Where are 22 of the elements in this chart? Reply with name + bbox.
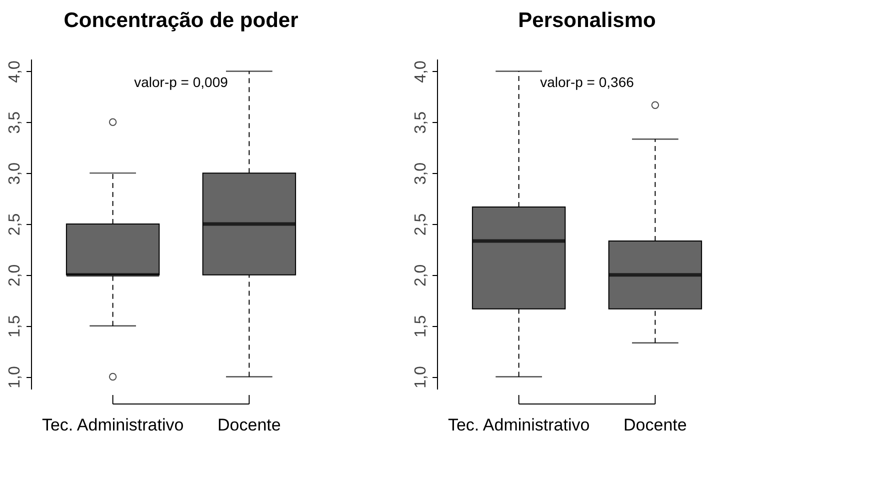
y-tick-label: 3,5	[6, 111, 24, 134]
x-tick-label: Tec. Administrativo	[42, 416, 184, 434]
y-tick-label: 1,0	[6, 366, 24, 388]
y-tick-label: 3,5	[412, 111, 430, 134]
y-tick-label: 1,5	[6, 315, 24, 338]
y-tick-label: 2,5	[412, 213, 430, 236]
annotation: valor-p = 0,009	[134, 74, 228, 90]
y-tick-label: 3,0	[412, 162, 430, 185]
x-tick-label: Docente	[218, 416, 281, 434]
y-tick-label: 2,0	[6, 264, 24, 287]
y-tick-label: 2,0	[412, 264, 430, 287]
y-tick-label: 1,5	[412, 315, 430, 338]
y-tick-label: 4,0	[412, 60, 430, 83]
x-tick-label: Docente	[624, 416, 687, 434]
y-tick-label: 4,0	[6, 60, 24, 83]
chart-title: Personalismo	[518, 9, 656, 32]
annotation: valor-p = 0,366	[540, 74, 634, 90]
y-tick-label: 3,0	[6, 162, 24, 185]
y-tick-label: 2,5	[6, 213, 24, 236]
chart-title: Concentração de poder	[64, 9, 298, 32]
x-tick-label: Tec. Administrativo	[448, 416, 590, 434]
y-tick-label: 1,0	[412, 366, 430, 388]
